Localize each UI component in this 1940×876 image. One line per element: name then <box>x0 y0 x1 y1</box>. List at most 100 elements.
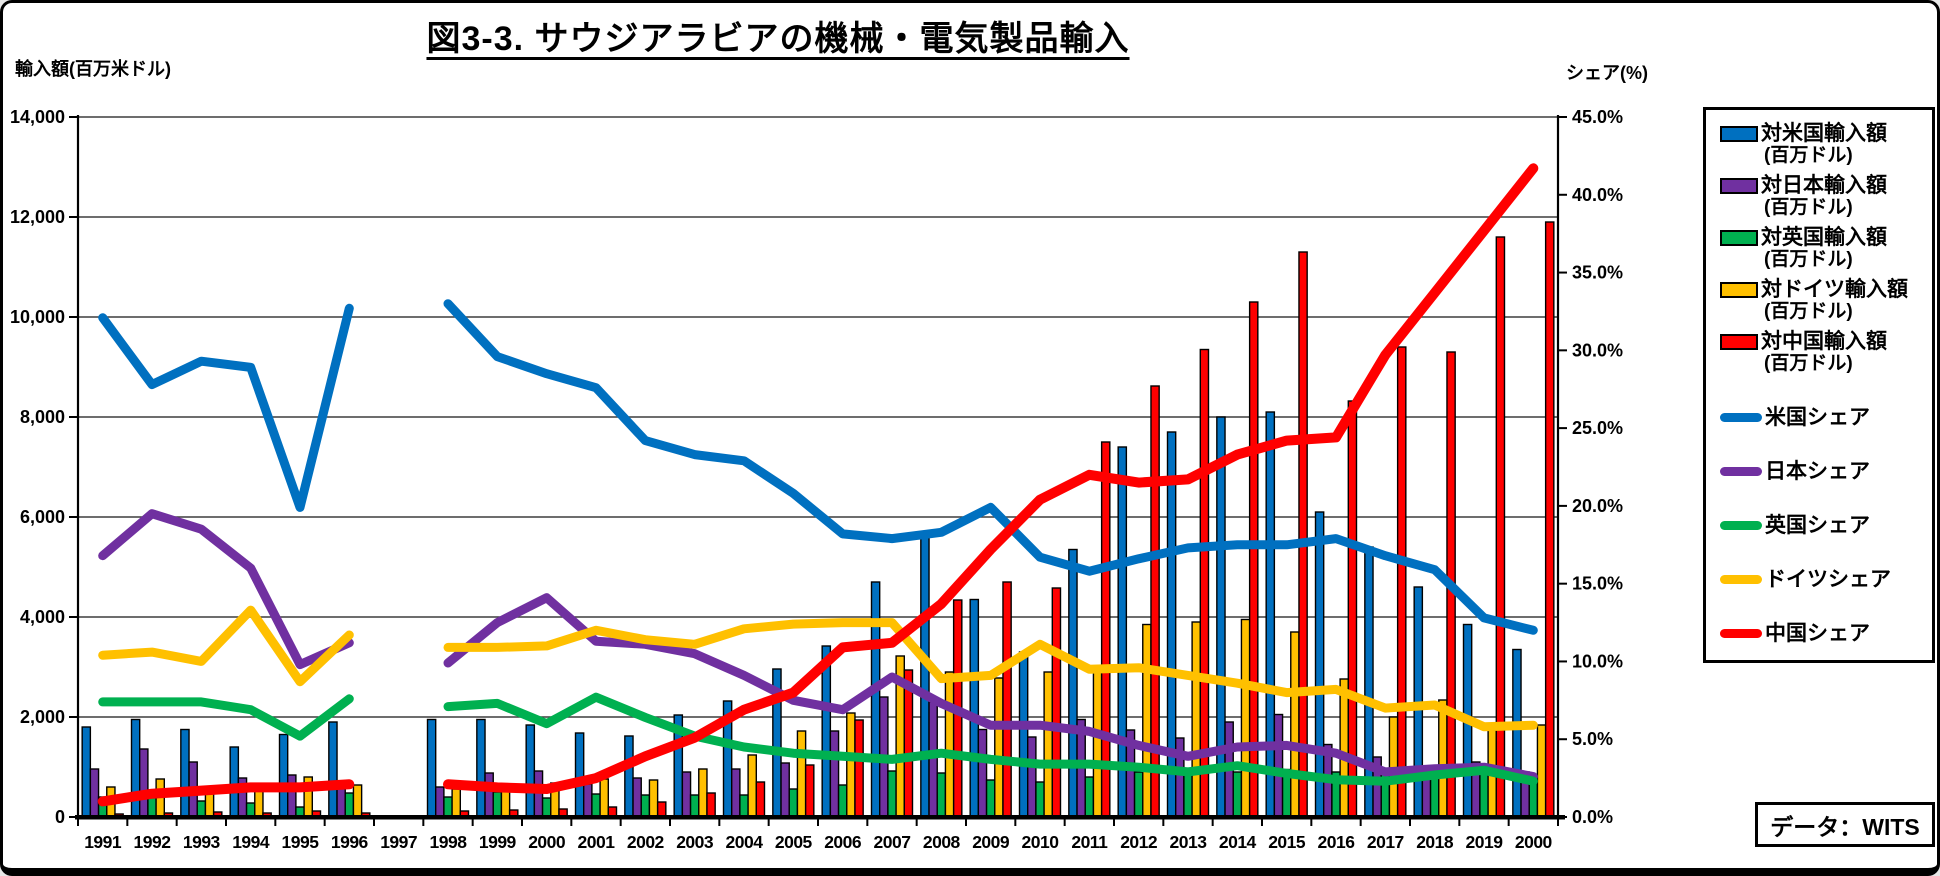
bar-us-2002 <box>624 735 634 818</box>
left-tick-labels: 14,000 12,000 10,000 8,000 6,000 4,000 2,000 0 <box>10 107 65 827</box>
germany-bar-swatch-icon <box>1720 281 1758 298</box>
x-tick-label: 2011 <box>1071 832 1108 852</box>
bar-japan-2002 <box>632 777 642 818</box>
left-tick-label: 4,000 <box>20 607 65 627</box>
x-tick-label: 2017 <box>1367 832 1404 852</box>
bar-us-2016 <box>1314 511 1325 818</box>
bar-germany-2002 <box>648 779 659 818</box>
x-tick-label: 1993 <box>183 832 221 852</box>
legend-item-uk-share: 英国シェア <box>1720 514 1922 537</box>
bar-japan-2003 <box>681 771 692 818</box>
bar-uk-2019 <box>1479 771 1489 818</box>
left-tick-label: 10,000 <box>10 307 65 327</box>
bar-us-2000 <box>525 724 536 818</box>
x-tick-label: 2005 <box>775 832 813 852</box>
bar-china-2017 <box>1396 346 1407 818</box>
data-source-box: データ：WITS <box>1755 802 1935 847</box>
legend-item-us-imports: 対米国輸入額 (百万ドル) <box>1720 122 1922 167</box>
bar-germany-2012 <box>1142 623 1152 818</box>
legend-item-japan-imports: 対日本輸入額 (百万ドル) <box>1720 174 1922 219</box>
bar-uk-1994 <box>245 802 256 818</box>
bar-us-1998 <box>426 718 437 818</box>
bar-germany-2014 <box>1240 618 1251 818</box>
right-tick-label: 25.0% <box>1572 418 1623 438</box>
bar-japan-1992 <box>138 748 149 818</box>
right-tick-label: 35.0% <box>1572 263 1623 283</box>
japan-bar-swatch-icon <box>1720 177 1758 194</box>
bar-uk-2007 <box>887 770 897 818</box>
bar-uk-2006 <box>837 784 848 818</box>
bar-china-2002 <box>656 801 667 818</box>
line-germany <box>98 605 1538 732</box>
chart-title: 図3-3. サウジアラビアの機械・電気製品輸入 <box>426 20 1130 58</box>
share-line-japan <box>443 593 1538 782</box>
bar-germany-2013 <box>1191 621 1201 818</box>
bar-japan-2001 <box>583 783 593 818</box>
bar-uk-2001 <box>591 793 601 818</box>
right-tick-labels: 45.0% 40.0% 35.0% 30.0% 25.0% 20.0% 15.0% 10.0%… <box>1572 107 1623 827</box>
x-tick-label: 2015 <box>1268 832 1306 852</box>
bar-us-2011 <box>1068 548 1078 818</box>
bar-uk-2004 <box>739 794 749 818</box>
legend-item-china-imports: 対中国輸入額 (百万ドル) <box>1720 330 1922 375</box>
share-line-germany <box>98 605 354 687</box>
right-tick-label: 30.0% <box>1572 340 1623 360</box>
share-line-us <box>98 303 354 512</box>
bar-japan-2004 <box>731 768 741 818</box>
bar-uk-2003 <box>689 794 700 818</box>
bar-china-2004 <box>755 781 766 818</box>
x-tick-label: 2009 <box>972 832 1010 852</box>
bar-japan-2010 <box>1026 736 1037 818</box>
chart-plot-area: 14,000 12,000 10,000 8,000 6,000 4,000 2,000 0 4… <box>10 107 1623 852</box>
bar-japan-1995 <box>287 774 297 818</box>
line-uk <box>98 692 1538 786</box>
legend-item-china-share: 中国シェア <box>1720 622 1922 645</box>
x-tick-label: 2001 <box>578 832 616 852</box>
bar-us-1996 <box>328 721 338 818</box>
right-tick-label: 5.0% <box>1572 729 1613 749</box>
legend-item-us-share: 米国シェア <box>1720 406 1922 429</box>
bar-us-2014 <box>1216 416 1226 818</box>
bar-us-1991 <box>81 726 92 818</box>
left-axis-title: 輸入額(百万米ドル) <box>15 59 171 79</box>
x-tick-label: 2010 <box>1022 832 1060 852</box>
x-tick-label: 2000 <box>528 832 566 852</box>
bar-germany-1998 <box>451 788 462 818</box>
x-tick-label: 2004 <box>726 832 764 852</box>
left-tick-label: 2,000 <box>20 707 65 727</box>
x-tick-label: 2003 <box>676 832 714 852</box>
bar-us-2009 <box>969 598 980 818</box>
bar-china-2015 <box>1298 251 1308 818</box>
bar-japan-2008 <box>928 701 938 818</box>
bar-us-2010 <box>1018 651 1029 818</box>
bar-uk-2010 <box>1035 781 1045 818</box>
bar-japan-2000 <box>533 770 544 818</box>
china-bar-swatch-icon <box>1720 333 1758 350</box>
right-tick-label: 20.0% <box>1572 496 1623 516</box>
x-tick-label: 1997 <box>380 832 417 852</box>
left-tick-label: 12,000 <box>10 207 65 227</box>
bar-germany-2006 <box>846 712 856 818</box>
bar-us-2007 <box>870 581 881 818</box>
bar-china-2000 <box>1544 221 1555 818</box>
bar-uk-2013 <box>1183 773 1193 818</box>
share-line-uk <box>98 694 354 741</box>
x-tick-label: 2008 <box>923 832 961 852</box>
bar-us-1999 <box>476 718 486 818</box>
bar-germany-2011 <box>1092 666 1103 818</box>
bar-uk-2000 <box>541 797 552 818</box>
bar-germany-2010 <box>1043 671 1053 818</box>
bar-germany-2005 <box>796 730 807 818</box>
share-line-germany <box>443 618 1538 732</box>
x-tick-label: 1996 <box>331 832 369 852</box>
left-tick-label: 14,000 <box>10 107 65 127</box>
left-tick-label: 8,000 <box>20 407 65 427</box>
line-japan <box>98 509 1538 782</box>
bar-germany-2015 <box>1290 631 1300 818</box>
right-axis-title: シェア(%) <box>1566 63 1648 83</box>
bar-uk-2002 <box>640 794 651 818</box>
bar-germany-2001 <box>599 778 609 818</box>
share-line-us <box>443 299 1538 635</box>
right-tick-label: 40.0% <box>1572 185 1623 205</box>
